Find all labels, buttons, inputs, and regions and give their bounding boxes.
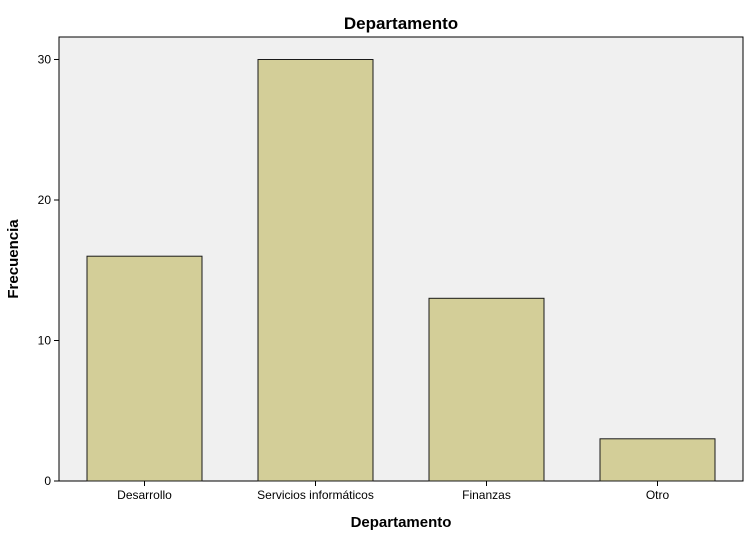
y-tick-label: 0	[44, 474, 51, 488]
bar-desarrollo	[86, 255, 203, 482]
bar-servicios-inform-ticos	[257, 59, 374, 482]
y-tick-label: 10	[38, 333, 52, 347]
chart-title: Departamento	[344, 14, 458, 33]
x-tick-label: Desarrollo	[117, 488, 172, 502]
bar-finanzas	[428, 297, 545, 482]
x-tick-label: Otro	[646, 488, 670, 502]
y-axis-title: Frecuencia	[5, 219, 22, 299]
y-tick-label: 30	[38, 52, 52, 66]
x-axis: Desarrollo Servicios informáticos Finanzas…	[117, 481, 669, 502]
bars-layer	[86, 59, 716, 482]
y-axis: 0 10 20 30	[38, 52, 59, 488]
x-tick-label: Servicios informáticos	[257, 488, 374, 502]
bar-otro	[599, 438, 716, 482]
y-tick-label: 20	[38, 193, 52, 207]
x-axis-title: Departamento	[351, 514, 452, 531]
x-tick-label: Finanzas	[462, 488, 511, 502]
